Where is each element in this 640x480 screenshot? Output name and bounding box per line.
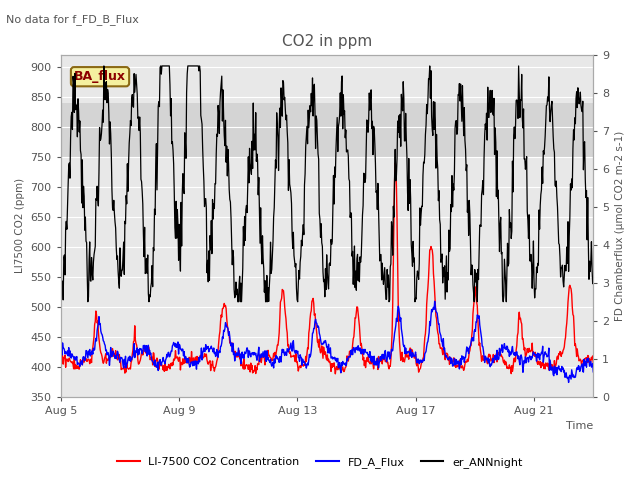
er_ANNnight (57, 255, 65, 261)
LI-7500 CO2 Concentration (76, 360, 84, 366)
LI-7500 CO2 Concentration (279, 288, 287, 293)
Y-axis label: FD Chamberflux (μmol CO2 m-2 s-1): FD Chamberflux (μmol CO2 m-2 s-1) (615, 131, 625, 321)
Line: LI-7500 CO2 Concentration: LI-7500 CO2 Concentration (61, 163, 593, 374)
Line: FD_A_Flux: FD_A_Flux (61, 301, 593, 383)
LI-7500 CO2 Concentration (488, 356, 496, 362)
FD_A_Flux (358, 350, 366, 356)
FD_A_Flux (251, 350, 259, 356)
er_ANNnight (488, 87, 496, 93)
Text: No data for f_FD_B_Flux: No data for f_FD_B_Flux (6, 14, 140, 25)
er_ANNnight (252, 110, 260, 116)
er_ANNnight (280, 97, 288, 103)
LI-7500 CO2 Concentration (391, 160, 399, 166)
FD_A_Flux (488, 362, 495, 368)
LI-7500 CO2 Concentration (332, 371, 339, 377)
FD_A_Flux (279, 349, 287, 355)
Text: BA_flux: BA_flux (74, 70, 126, 83)
Legend: LI-7500 CO2 Concentration, FD_A_Flux, er_ANNnight: LI-7500 CO2 Concentration, FD_A_Flux, er… (113, 452, 527, 472)
FD_A_Flux (431, 299, 438, 304)
X-axis label: Time: Time (566, 421, 593, 432)
FD_A_Flux (589, 369, 597, 375)
er_ANNnight (84, 299, 92, 305)
LI-7500 CO2 Concentration (57, 352, 65, 358)
FD_A_Flux (182, 354, 190, 360)
LI-7500 CO2 Concentration (182, 356, 190, 361)
er_ANNnight (360, 170, 367, 176)
LI-7500 CO2 Concentration (589, 360, 597, 365)
Y-axis label: LI7500 CO2 (ppm): LI7500 CO2 (ppm) (15, 178, 25, 273)
er_ANNnight (100, 63, 108, 69)
Line: er_ANNnight: er_ANNnight (61, 66, 593, 302)
er_ANNnight (184, 71, 191, 76)
FD_A_Flux (76, 363, 84, 369)
Title: CO2 in ppm: CO2 in ppm (282, 34, 372, 49)
FD_A_Flux (57, 348, 65, 353)
er_ANNnight (76, 118, 84, 124)
FD_A_Flux (564, 380, 572, 385)
LI-7500 CO2 Concentration (251, 368, 259, 373)
er_ANNnight (589, 279, 597, 285)
LI-7500 CO2 Concentration (359, 357, 367, 363)
Bar (61, 103, 593, 156)
